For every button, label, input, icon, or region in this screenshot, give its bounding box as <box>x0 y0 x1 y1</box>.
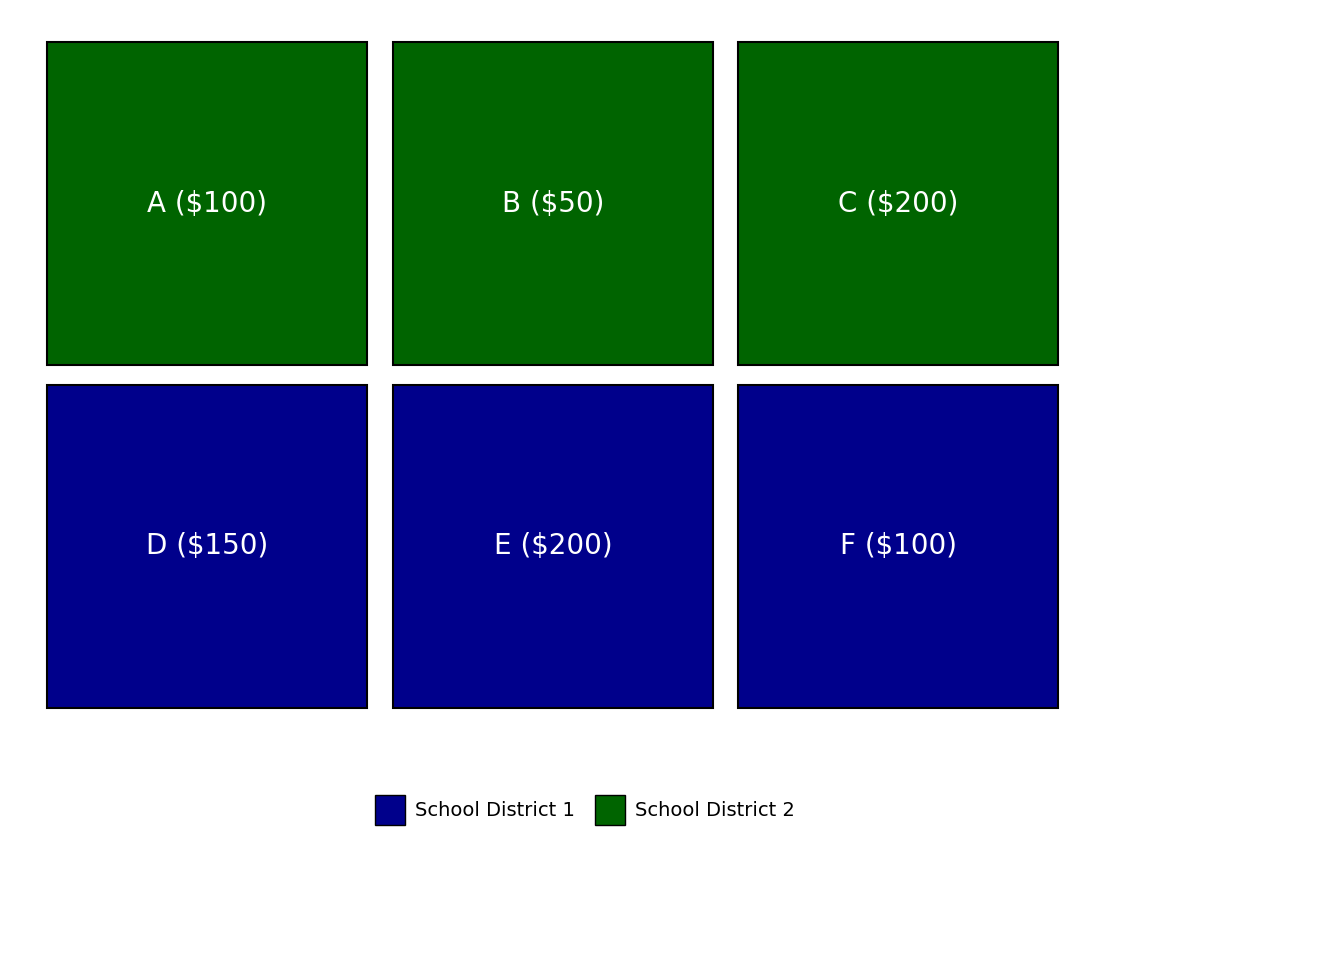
Bar <box>595 795 625 825</box>
Bar <box>738 385 1058 708</box>
Bar <box>47 385 367 708</box>
Bar <box>392 42 714 365</box>
Bar <box>375 795 405 825</box>
Text: D ($150): D ($150) <box>146 533 267 561</box>
Text: C ($200): C ($200) <box>837 189 958 218</box>
Text: School District 2: School District 2 <box>634 801 794 820</box>
Bar <box>47 42 367 365</box>
Bar <box>392 385 714 708</box>
Bar <box>738 42 1058 365</box>
Text: E ($200): E ($200) <box>493 533 613 561</box>
Text: B ($50): B ($50) <box>501 189 605 218</box>
Text: School District 1: School District 1 <box>415 801 575 820</box>
Text: A ($100): A ($100) <box>146 189 267 218</box>
Text: F ($100): F ($100) <box>840 533 957 561</box>
